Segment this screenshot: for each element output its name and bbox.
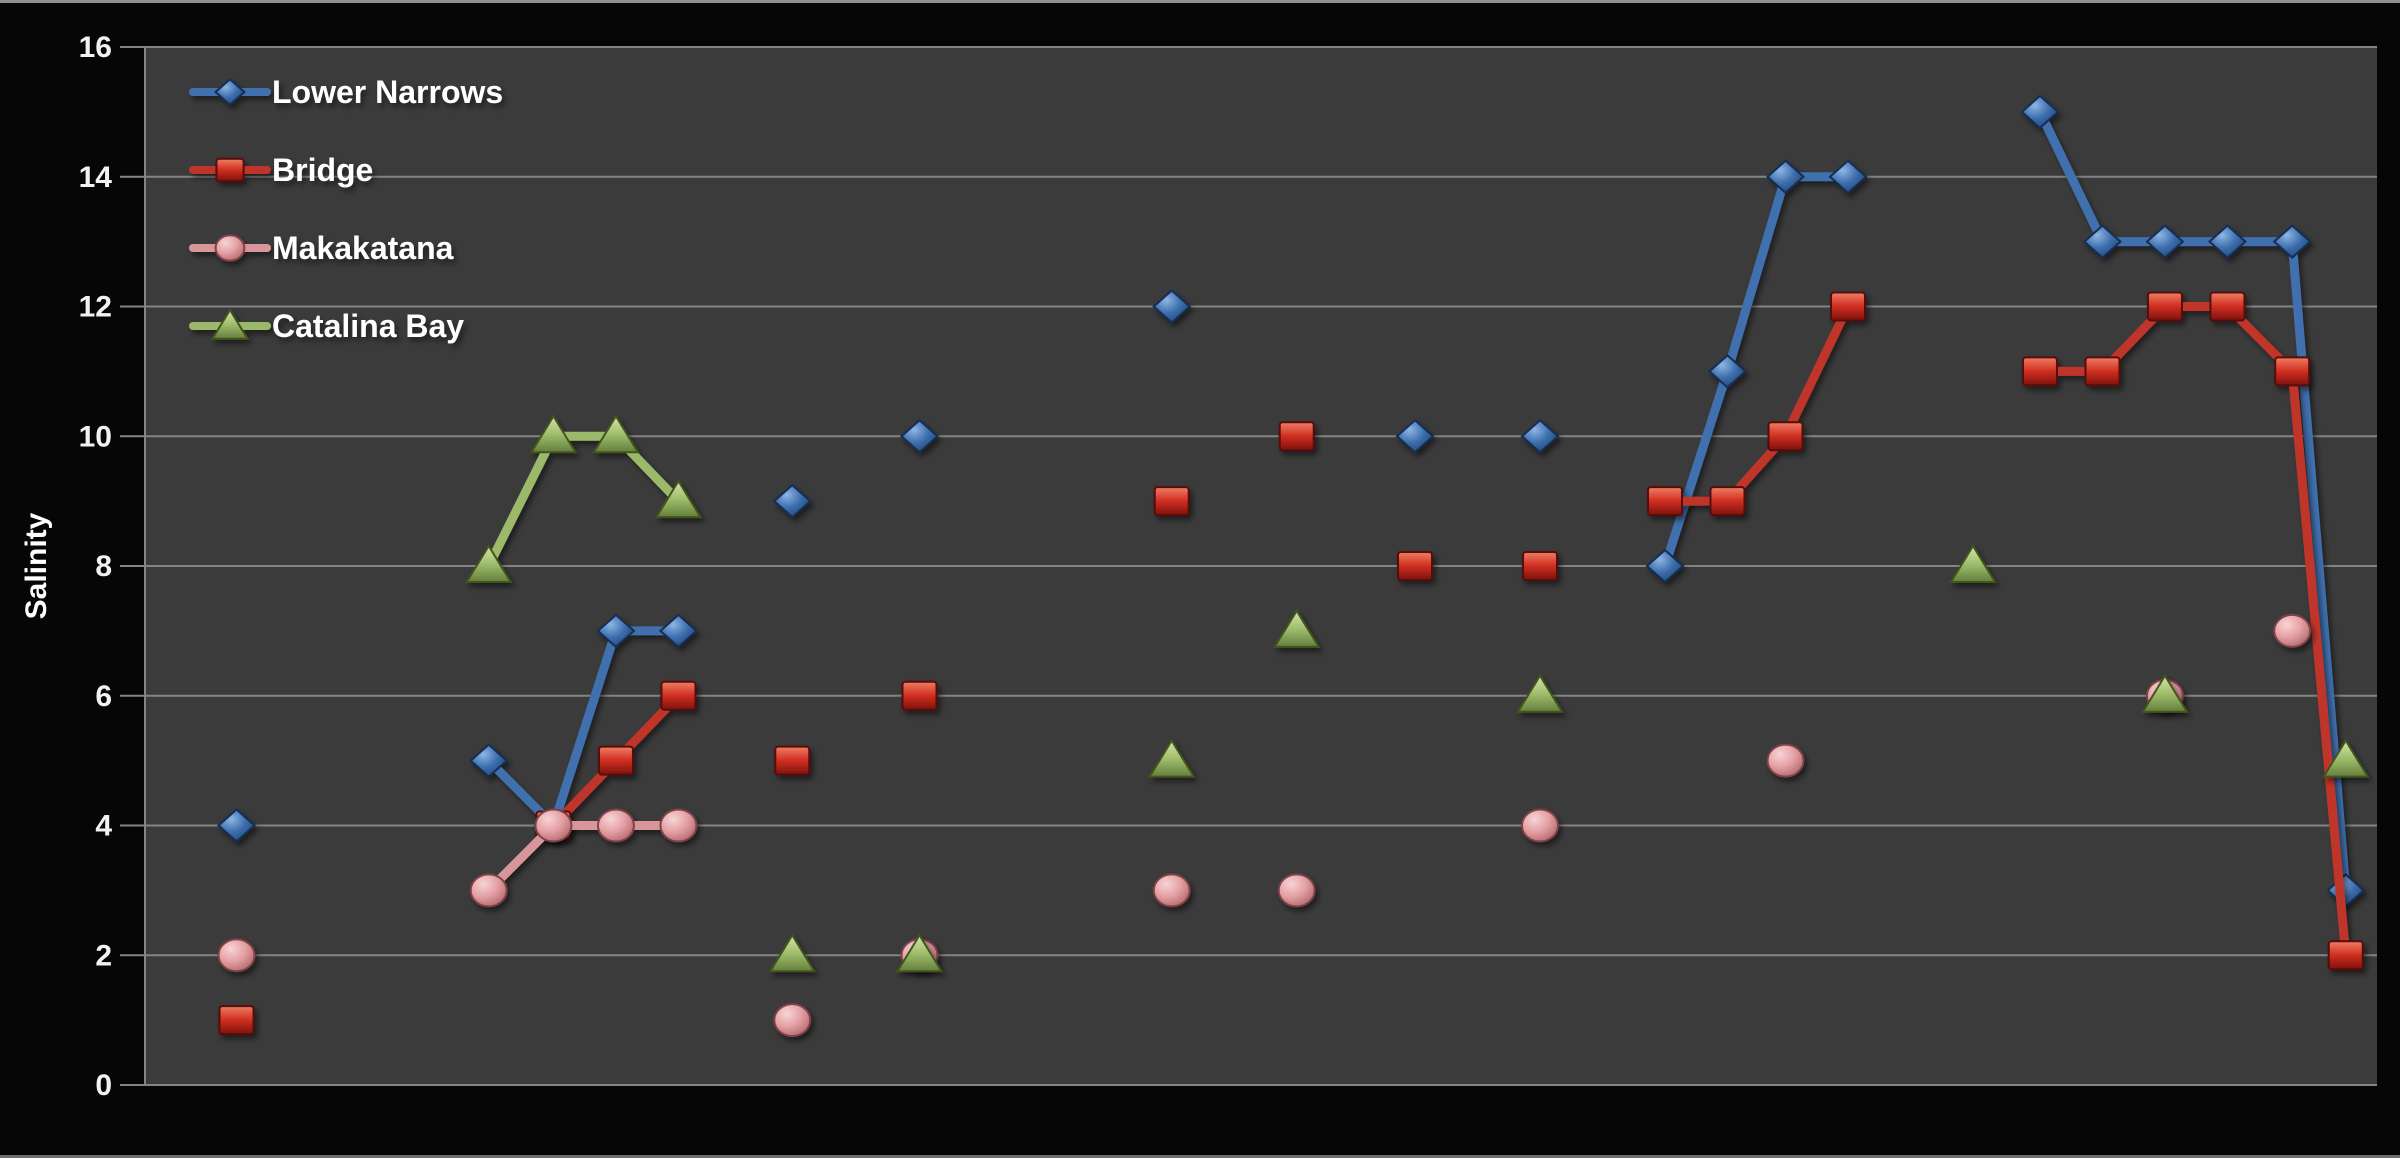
data-point-marker [901,680,938,711]
data-point-marker [659,808,698,843]
legend-label: Bridge [272,152,373,188]
y-tick-label: 2 [95,939,112,972]
data-point-marker [768,933,817,973]
data-point-marker [2020,94,2060,130]
data-point-marker [1147,738,1196,778]
data-point-marker [2141,673,2189,713]
y-axis-title: Salinity [20,512,53,619]
series-line [1660,172,1853,571]
data-point-marker [774,745,811,776]
legend-label: Makakatana [272,230,454,266]
legend-item-bridge: Bridge [189,152,373,188]
data-point-marker [217,808,257,843]
y-tick-label: 14 [79,161,113,194]
data-point-marker [1278,421,1315,452]
data-point-marker [534,808,573,843]
legend: Lower Narrows Bridge Makakatana Catalina Ba… [189,74,503,344]
data-point-marker [654,479,703,519]
data-point-marker [1520,418,1560,454]
data-point-marker [215,157,245,183]
data-point-marker [464,544,513,583]
data-point-marker [210,308,250,340]
data-point-marker [1645,548,1685,584]
data-point-marker [214,234,246,262]
series-line [1660,302,1853,506]
data-point-marker [469,873,508,908]
data-point-marker [2327,940,2364,971]
data-point-marker [1707,354,1747,389]
data-point-marker [1153,486,1190,517]
data-point-marker [2274,356,2311,387]
series-line [484,431,683,571]
data-point-marker [217,938,256,973]
data-point-marker [2021,356,2058,387]
data-point-marker [895,933,944,973]
gridlines: 16 14 12 10 8 6 4 2 0 [79,31,2377,1102]
data-point-marker [660,680,697,711]
y-tick-label: 6 [95,680,112,713]
data-point-marker [1397,551,1434,581]
y-tick-label: 16 [79,31,112,64]
series-line [484,821,683,895]
series-makakatana [217,613,2312,1038]
data-point-marker [1272,608,1321,648]
series-line [484,626,683,830]
data-point-marker [658,613,698,649]
data-point-marker [1395,418,1435,454]
data-point-marker [1152,289,1192,324]
data-point-marker [1521,808,1559,843]
y-tick-label: 0 [95,1069,112,1102]
legend-item-catalina-bay: Catalina Bay [189,308,464,344]
data-point-marker [1646,486,1683,517]
data-point-marker [596,808,635,843]
series-line [2035,107,2351,895]
data-point-marker [772,483,812,519]
data-point-marker [597,745,634,776]
data-point-marker [469,743,509,778]
data-point-marker [1277,873,1316,908]
data-point-marker [2084,356,2121,387]
data-point-marker [2209,291,2246,322]
data-point-marker [2145,224,2185,259]
y-tick-label: 10 [79,420,112,453]
y-tick-label: 12 [79,291,112,324]
data-point-marker [1152,873,1191,908]
data-point-marker [1828,159,1868,195]
legend-label: Lower Narrows [272,74,503,110]
data-point-marker [899,418,940,454]
data-point-marker [2321,738,2370,778]
data-point-marker [1766,159,1806,195]
data-point-marker [2082,224,2122,259]
data-point-marker [2272,224,2312,259]
series-catalina-bay [464,414,2370,973]
legend-label: Catalina Bay [272,308,464,344]
legend-item-lower-narrows: Lower Narrows [189,74,503,110]
data-point-marker [1949,544,1997,583]
data-point-marker [1830,291,1867,322]
data-point-marker [1767,421,1804,452]
y-tick-label: 8 [95,550,112,583]
data-point-marker [1522,551,1558,581]
data-point-marker [592,414,640,454]
data-point-marker [214,77,246,107]
data-point-marker [2146,291,2183,322]
legend-item-makakatana: Makakatana [189,230,454,266]
data-point-marker [2273,613,2312,648]
data-point-marker [218,1005,255,1036]
data-point-marker [596,613,636,649]
y-tick-label: 4 [95,810,112,843]
data-point-marker [1766,743,1805,778]
data-point-marker [2207,224,2247,259]
data-point-marker [1516,673,1564,713]
series-lower-narrows [217,94,2366,908]
data-point-marker [529,414,578,454]
data-point-marker [1709,486,1746,517]
data-point-marker [773,1003,812,1038]
